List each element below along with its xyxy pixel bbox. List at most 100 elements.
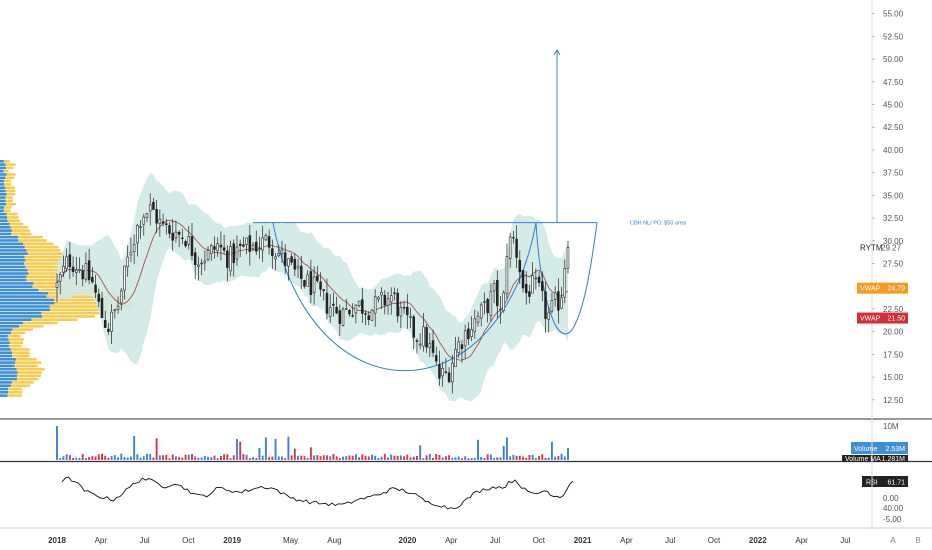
profile-bar-up — [0, 183, 5, 186]
vwap2-tag-label: VWAP — [860, 316, 881, 323]
volume-bar — [512, 454, 515, 460]
candle-body — [341, 308, 345, 326]
volume-bar — [133, 436, 136, 460]
price-tick-label: 12.50 — [883, 396, 904, 405]
volume-bar — [181, 457, 184, 460]
candle-body — [216, 243, 219, 251]
profile-bar-down — [25, 259, 65, 262]
time-tick-label: May — [283, 536, 298, 545]
time-tick-label: Jul — [840, 536, 850, 545]
profile-bar-up — [0, 252, 28, 255]
candle-body — [187, 235, 191, 245]
volume-bar — [306, 457, 309, 460]
candle-body — [396, 292, 399, 317]
profile-bar-down — [3, 160, 10, 163]
volume-bar — [525, 457, 528, 460]
profile-bar-down — [11, 381, 34, 384]
candle-body — [563, 268, 567, 298]
volume-bar — [374, 455, 377, 460]
volume-bar — [409, 457, 412, 460]
profile-bar-up — [0, 278, 27, 282]
vwap-tag-label: VWAP — [860, 286, 881, 293]
volume-bar — [370, 454, 373, 460]
candle-body — [357, 300, 361, 306]
profile-bar-down — [24, 262, 69, 265]
volume-bar — [326, 455, 328, 460]
volume-bar — [146, 453, 148, 460]
volume-bar — [56, 426, 58, 460]
profile-bar-up — [0, 226, 11, 229]
profile-bar-down — [5, 199, 13, 203]
price-tick-label: 52.50 — [883, 32, 904, 41]
candle-body — [524, 284, 528, 294]
volume-bar — [158, 455, 161, 460]
candle-body — [566, 247, 570, 269]
candle-body — [65, 256, 68, 269]
price-tick-label: 17.50 — [883, 350, 904, 359]
candle-body — [277, 253, 281, 257]
volume-bar — [207, 456, 210, 460]
candle-body — [258, 247, 261, 249]
volume-bar — [139, 457, 142, 460]
candle-body — [81, 270, 84, 280]
time-axis[interactable]: 2018 Apr Jul Oct 2019 May Aug 2020 Apr Jul Oct 2021… — [48, 536, 921, 545]
profile-bar-down — [46, 295, 127, 298]
profile-bar-up — [0, 381, 12, 384]
profile-bar-up — [0, 189, 6, 193]
profile-bar-down — [53, 298, 132, 302]
candle-body — [107, 328, 110, 332]
profile-bar-up — [0, 249, 27, 252]
volume-bar — [274, 438, 277, 460]
volume-bar — [155, 438, 158, 460]
candle-body — [544, 291, 547, 319]
profile-bar-down — [18, 239, 47, 242]
candle-body — [386, 298, 390, 306]
price-tick-label: 40.00 — [883, 146, 904, 155]
volume-bar — [117, 457, 120, 460]
volume-bar — [68, 455, 71, 460]
candle-body — [409, 316, 412, 318]
profile-bar-down — [7, 394, 22, 397]
candle-body — [373, 296, 377, 314]
volume-bar — [448, 455, 451, 460]
volume-bar — [191, 453, 193, 460]
candle-body — [492, 283, 496, 292]
candle-body — [190, 236, 194, 256]
pattern-drawings: CBH NL/ PO: $50 area — [253, 49, 687, 371]
profile-bar-down — [8, 387, 23, 391]
vwap2-tag-value: 21.50 — [887, 316, 905, 323]
profile-bar-down — [12, 351, 30, 354]
volume-bar — [393, 455, 396, 460]
volume-bar — [499, 457, 502, 460]
time-tick-label: 2022 — [749, 536, 767, 545]
volume-tag-label: Volume — [854, 446, 877, 453]
profile-bar-up — [0, 301, 55, 305]
profile-bar-up — [0, 245, 25, 249]
profile-bar-down — [23, 321, 58, 325]
profile-bar-up — [0, 196, 6, 199]
profile-bar-down — [15, 358, 37, 361]
candle-body — [68, 254, 72, 268]
profile-bar-down — [24, 245, 59, 249]
candle-body — [235, 246, 239, 260]
profile-bar-down — [9, 222, 24, 226]
profile-bar-up — [0, 325, 20, 328]
time-tick-label: Oct — [182, 536, 195, 545]
candle-body — [444, 371, 448, 373]
candle-body — [222, 247, 226, 251]
profile-bar-down — [5, 189, 16, 193]
volume-bar — [123, 457, 126, 460]
rsi-line — [61, 476, 574, 510]
volume-bar — [223, 454, 226, 460]
profile-bar-down — [12, 354, 30, 358]
volume-bar — [335, 456, 338, 460]
candle-body — [476, 315, 480, 323]
candle-body — [512, 236, 515, 239]
profile-bar-up — [0, 262, 25, 265]
candle-body — [129, 251, 133, 256]
profile-bar-down — [25, 265, 69, 269]
profile-bar-up — [0, 348, 11, 351]
time-tick-label: Apr — [95, 536, 108, 545]
volume-bar — [522, 456, 524, 460]
